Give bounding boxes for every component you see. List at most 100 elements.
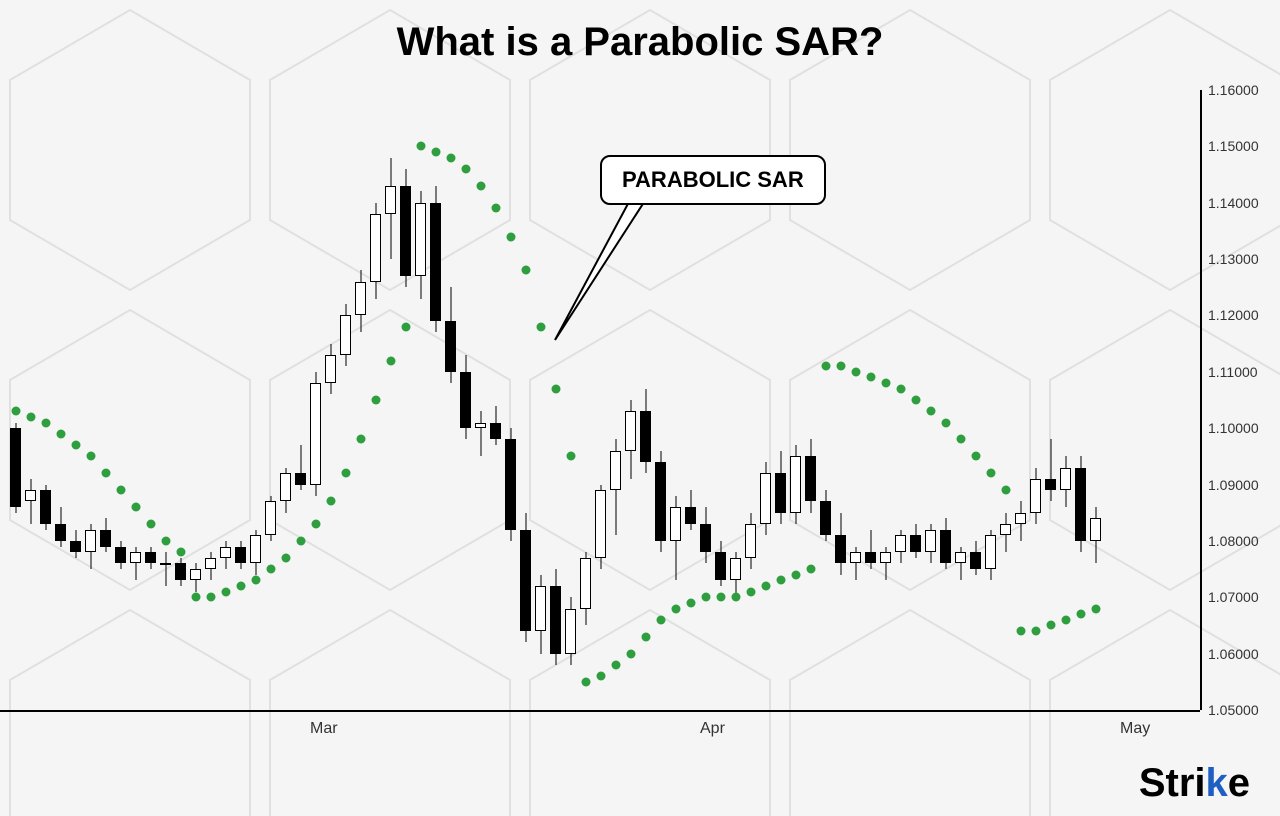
- sar-dot: [296, 536, 305, 545]
- sar-dot: [581, 677, 590, 686]
- candlestick: [985, 90, 996, 710]
- strike-logo: Strike: [1139, 761, 1250, 806]
- sar-dot: [386, 356, 395, 365]
- x-tick-label: Apr: [700, 720, 725, 738]
- candlestick: [415, 90, 426, 710]
- sar-dot: [521, 266, 530, 275]
- candlestick: [460, 90, 471, 710]
- candlestick: [865, 90, 876, 710]
- y-tick-label: 1.12000: [1208, 307, 1259, 323]
- sar-dot: [686, 598, 695, 607]
- sar-dot: [11, 407, 20, 416]
- candlestick: [535, 90, 546, 710]
- sar-dot: [881, 379, 890, 388]
- sar-dot: [176, 548, 185, 557]
- sar-dot: [731, 593, 740, 602]
- sar-dot: [326, 497, 335, 506]
- candlestick: [115, 90, 126, 710]
- candlestick: [1015, 90, 1026, 710]
- y-tick-label: 1.14000: [1208, 195, 1259, 211]
- candlestick: [265, 90, 276, 710]
- candlestick: [895, 90, 906, 710]
- sar-dot: [911, 396, 920, 405]
- sar-dot: [656, 615, 665, 624]
- sar-dot: [1091, 604, 1100, 613]
- sar-dot: [566, 452, 575, 461]
- sar-dot: [971, 452, 980, 461]
- candlestick: [850, 90, 861, 710]
- candlestick: [190, 90, 201, 710]
- sar-dot: [206, 593, 215, 602]
- candlestick: [205, 90, 216, 710]
- parabolic-sar-callout: PARABOLIC SAR: [600, 155, 826, 205]
- sar-dot: [71, 441, 80, 450]
- sar-dot: [86, 452, 95, 461]
- sar-dot: [311, 520, 320, 529]
- sar-dot: [371, 396, 380, 405]
- candlestick: [385, 90, 396, 710]
- callout-text: PARABOLIC SAR: [622, 167, 804, 192]
- sar-dot: [356, 435, 365, 444]
- candlestick: [580, 90, 591, 710]
- sar-dot: [26, 412, 35, 421]
- sar-dot: [461, 164, 470, 173]
- sar-dot: [746, 587, 755, 596]
- sar-dot: [1016, 627, 1025, 636]
- y-tick-label: 1.16000: [1208, 82, 1259, 98]
- chart-title: What is a Parabolic SAR?: [0, 20, 1280, 65]
- sar-dot: [1001, 486, 1010, 495]
- sar-dot: [866, 373, 875, 382]
- sar-dot: [611, 660, 620, 669]
- sar-dot: [761, 582, 770, 591]
- sar-dot: [836, 362, 845, 371]
- candlestick: [1045, 90, 1056, 710]
- sar-dot: [1046, 621, 1055, 630]
- sar-dot: [926, 407, 935, 416]
- candlestick: [520, 90, 531, 710]
- candlestick: [40, 90, 51, 710]
- sar-dot: [116, 486, 125, 495]
- sar-dot: [431, 148, 440, 157]
- sar-dot: [251, 576, 260, 585]
- sar-dot: [791, 570, 800, 579]
- candlestick: [10, 90, 21, 710]
- sar-dot: [1031, 627, 1040, 636]
- candlestick: [955, 90, 966, 710]
- candlestick: [925, 90, 936, 710]
- sar-dot: [416, 142, 425, 151]
- sar-dot: [221, 587, 230, 596]
- candlestick: [490, 90, 501, 710]
- candlestick: [325, 90, 336, 710]
- logo-accent: k: [1206, 761, 1228, 805]
- sar-dot: [101, 469, 110, 478]
- y-tick-label: 1.15000: [1208, 138, 1259, 154]
- sar-dot: [446, 153, 455, 162]
- sar-dot: [806, 565, 815, 574]
- sar-dot: [986, 469, 995, 478]
- sar-dot: [146, 520, 155, 529]
- candlestick: [220, 90, 231, 710]
- y-tick-label: 1.05000: [1208, 702, 1259, 718]
- candlestick: [835, 90, 846, 710]
- x-tick-label: May: [1120, 720, 1150, 738]
- candlestick: [940, 90, 951, 710]
- sar-dot: [671, 604, 680, 613]
- candlestick: [55, 90, 66, 710]
- candlestick: [505, 90, 516, 710]
- candlestick: [70, 90, 81, 710]
- sar-dot: [941, 418, 950, 427]
- candlestick: [400, 90, 411, 710]
- y-tick-label: 1.10000: [1208, 420, 1259, 436]
- candlestick: [295, 90, 306, 710]
- candlestick: [25, 90, 36, 710]
- y-tick-label: 1.09000: [1208, 477, 1259, 493]
- candlestick: [100, 90, 111, 710]
- candlestick: [430, 90, 441, 710]
- sar-dot: [896, 384, 905, 393]
- sar-dot: [1076, 610, 1085, 619]
- candlestick: [970, 90, 981, 710]
- x-axis-line: [0, 710, 1200, 712]
- candlestick: [355, 90, 366, 710]
- candlestick: [445, 90, 456, 710]
- sar-dot: [626, 649, 635, 658]
